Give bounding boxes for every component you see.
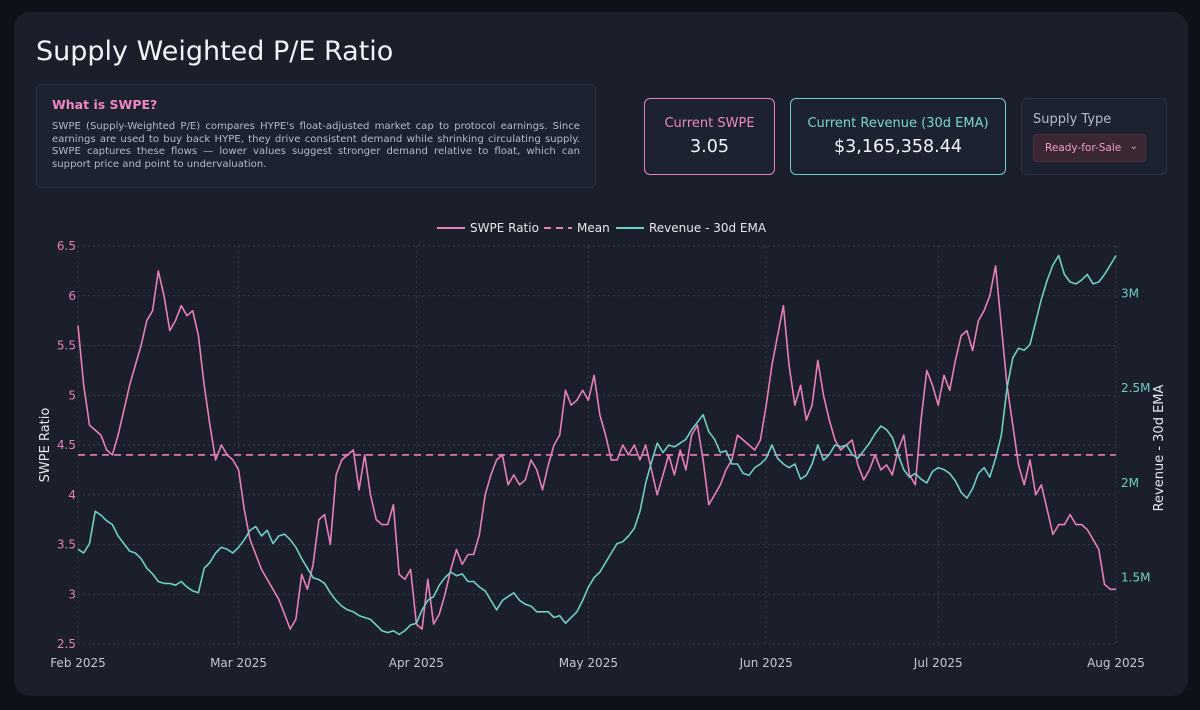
x-tick-label: Feb 2025 bbox=[50, 656, 106, 670]
page-title: Supply Weighted P/E Ratio bbox=[36, 36, 394, 67]
current-swpe-value: 3.05 bbox=[690, 137, 729, 157]
x-tick-label: Apr 2025 bbox=[389, 656, 444, 670]
x-tick-label: Jun 2025 bbox=[739, 656, 793, 670]
supply-type-select[interactable]: Ready-for-Sale ⌄ bbox=[1033, 134, 1146, 162]
revenue-ema-line bbox=[77, 254, 1117, 636]
y-left-tick-label: 6.5 bbox=[57, 239, 76, 253]
y-right-axis-label: Revenue - 30d EMA bbox=[1152, 384, 1167, 511]
supply-type-label: Supply Type bbox=[1033, 112, 1112, 127]
current-swpe-card: Current SWPE 3.05 bbox=[644, 98, 775, 175]
y-left-tick-label: 4.5 bbox=[57, 438, 76, 452]
swpe-ratio-line bbox=[77, 265, 1116, 630]
y-left-tick-label: 6 bbox=[68, 289, 76, 303]
y-right-tick-label: 2.5M bbox=[1121, 381, 1150, 395]
x-tick-label: Jul 2025 bbox=[913, 656, 963, 670]
current-revenue-card: Current Revenue (30d EMA) $3,165,358.44 bbox=[790, 98, 1006, 175]
supply-type-selected: Ready-for-Sale bbox=[1045, 142, 1122, 154]
legend-label-revenue: Revenue - 30d EMA bbox=[649, 221, 767, 235]
y-left-tick-label: 5 bbox=[68, 388, 76, 402]
chart-panel: Supply Weighted P/E Ratio What is SWPE? … bbox=[14, 12, 1188, 696]
info-box: What is SWPE? SWPE (Supply-Weighted P/E)… bbox=[36, 84, 596, 188]
y-right-tick-label: 1.5M bbox=[1121, 571, 1150, 585]
x-tick-label: Aug 2025 bbox=[1087, 656, 1145, 670]
y-left-tick-label: 5.5 bbox=[57, 339, 76, 353]
info-text: SWPE (Supply-Weighted P/E) compares HYPE… bbox=[52, 121, 580, 170]
current-revenue-value: $3,165,358.44 bbox=[833, 137, 963, 157]
y-left-tick-label: 3.5 bbox=[57, 538, 76, 552]
y-left-tick-label: 4 bbox=[68, 488, 76, 502]
y-left-axis-label: SWPE Ratio bbox=[38, 408, 53, 483]
chevron-down-icon: ⌄ bbox=[1129, 141, 1138, 152]
y-right-tick-label: 3M bbox=[1121, 286, 1139, 300]
y-right-tick-label: 2M bbox=[1121, 476, 1139, 490]
current-swpe-label: Current SWPE bbox=[664, 116, 755, 131]
y-left-tick-label: 3 bbox=[68, 587, 76, 601]
x-tick-label: Mar 2025 bbox=[210, 656, 267, 670]
current-revenue-label: Current Revenue (30d EMA) bbox=[807, 116, 989, 131]
legend-label-swpe: SWPE Ratio bbox=[470, 221, 539, 235]
info-title: What is SWPE? bbox=[52, 97, 158, 112]
legend-label-mean: Mean bbox=[577, 221, 610, 235]
y-left-tick-label: 2.5 bbox=[57, 637, 76, 651]
supply-type-box: Supply Type Ready-for-Sale ⌄ bbox=[1021, 98, 1167, 175]
x-tick-label: May 2025 bbox=[559, 656, 618, 670]
